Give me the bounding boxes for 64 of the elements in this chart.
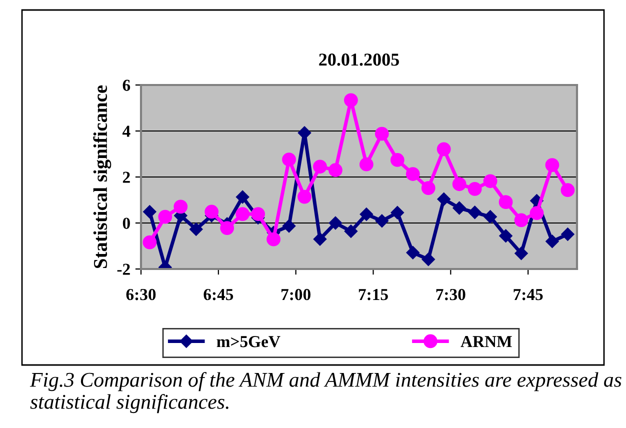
x-tick-label: 7:45 (514, 289, 543, 300)
y-tick-label: 0 (122, 218, 130, 229)
point (499, 229, 512, 242)
point (468, 206, 482, 220)
y-tick-label: 6 (122, 80, 130, 91)
point (313, 232, 327, 246)
point (174, 200, 188, 214)
point (313, 160, 327, 174)
point (344, 93, 358, 108)
point (344, 224, 358, 238)
caption: Fig.3 Comparison of the ANM and AMMM intensities are expressed as statistical significances. (30, 372, 622, 414)
point (498, 195, 513, 210)
legend-label: m>5GeV (216, 336, 280, 348)
point (437, 192, 450, 206)
point (484, 210, 497, 224)
point (282, 219, 296, 233)
point (374, 126, 389, 141)
point (514, 213, 528, 228)
point (359, 157, 374, 172)
point (328, 216, 342, 230)
point (298, 126, 312, 140)
point (236, 207, 250, 221)
point (546, 234, 559, 248)
legend-label: ARNM (460, 336, 512, 348)
point (436, 142, 451, 156)
point (142, 235, 157, 250)
point (328, 163, 342, 178)
point (390, 206, 404, 220)
point (530, 206, 544, 220)
point (158, 210, 172, 224)
point (422, 252, 435, 266)
y-tick-label: 4 (122, 126, 130, 137)
point (375, 214, 389, 228)
point (468, 182, 482, 196)
point (266, 232, 280, 246)
point (190, 222, 203, 236)
x-tick-label: 7:15 (358, 289, 388, 300)
y-tick-label: -2 (117, 264, 130, 275)
x-tick-label: 7:00 (282, 288, 310, 300)
point (282, 152, 296, 166)
point (251, 207, 265, 221)
point (561, 228, 574, 241)
x-tick-label: 6:45 (204, 288, 234, 300)
point (483, 174, 498, 188)
x-tick-label: 7:30 (436, 288, 466, 300)
point (406, 167, 420, 181)
point (514, 246, 528, 260)
point (360, 208, 374, 221)
point (452, 201, 466, 215)
point (421, 181, 436, 195)
point (204, 204, 219, 219)
point (452, 177, 466, 192)
point (236, 190, 250, 204)
y-tick-label: 2 (122, 172, 130, 183)
x-tick-label: 6:30 (126, 288, 156, 300)
point (560, 183, 575, 198)
point (390, 153, 404, 167)
y-axis-title: Statistical significance (93, 85, 112, 268)
point (298, 190, 312, 204)
point (220, 221, 234, 236)
point (143, 205, 156, 218)
point (406, 246, 420, 260)
point (545, 158, 560, 172)
chart-title: 20.01.2005 (319, 54, 399, 66)
